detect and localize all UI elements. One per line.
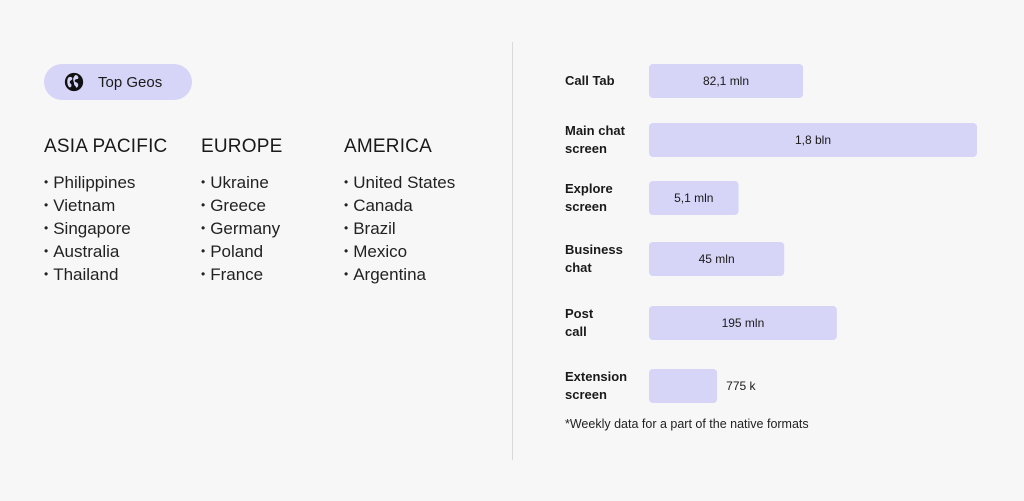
region-title: EUROPE [201, 136, 283, 157]
value-label: 1,8 bln [795, 133, 831, 147]
region-america: AMERICA United States Canada Brazil Mexi… [344, 136, 455, 287]
top-geos-pill: Top Geos [44, 64, 192, 100]
category-label: Post [565, 306, 594, 321]
category-label: chat [565, 260, 592, 275]
category-label: screen [565, 141, 607, 156]
region-title: ASIA PACIFIC [44, 136, 168, 157]
category-label: call [565, 324, 587, 339]
bar [649, 369, 718, 403]
value-label: 45 mln [699, 252, 735, 266]
country-item: Singapore [44, 218, 167, 241]
country-list: United States Canada Brazil Mexico Argen… [344, 172, 455, 287]
country-item: Germany [201, 218, 282, 241]
bar [649, 123, 977, 157]
country-item: Ukraine [201, 172, 282, 195]
region-asia-pacific: ASIA PACIFIC Philippines Vietnam Singapo… [44, 136, 167, 287]
country-item: Greece [201, 195, 282, 218]
region-title: AMERICA [344, 136, 432, 157]
vertical-divider [512, 42, 513, 460]
globe-icon [64, 72, 84, 92]
country-item: Philippines [44, 172, 167, 195]
bar [649, 64, 804, 98]
footnote: *Weekly data for a part of the native fo… [565, 417, 809, 431]
country-item: Brazil [344, 218, 455, 241]
value-label: 82,1 mln [703, 74, 749, 88]
country-item: Poland [201, 241, 282, 264]
country-item: Canada [344, 195, 455, 218]
country-item: Argentina [344, 264, 455, 287]
category-label: screen [565, 199, 607, 214]
country-item: Thailand [44, 264, 167, 287]
country-list: Philippines Vietnam Singapore Australia … [44, 172, 167, 287]
country-item: Australia [44, 241, 167, 264]
top-geos-label: Top Geos [98, 73, 163, 91]
country-item: Vietnam [44, 195, 167, 218]
bar [649, 242, 785, 276]
bar [649, 181, 739, 215]
category-label: Call Tab [565, 73, 615, 88]
value-label: 775 k [726, 379, 756, 393]
country-item: Mexico [344, 241, 455, 264]
bar [649, 306, 837, 340]
country-list: Ukraine Greece Germany Poland France [201, 172, 282, 287]
country-item: France [201, 264, 282, 287]
country-item: United States [344, 172, 455, 195]
category-label: Main chat [565, 123, 626, 138]
region-europe: EUROPE Ukraine Greece Germany Poland Fra… [201, 136, 282, 287]
category-label: Business [565, 242, 623, 257]
value-label: 195 mln [722, 316, 765, 330]
category-label: Extension [565, 369, 627, 384]
value-label: 5,1 mln [674, 191, 713, 205]
category-label: Explore [565, 181, 613, 196]
category-label: screen [565, 387, 607, 402]
